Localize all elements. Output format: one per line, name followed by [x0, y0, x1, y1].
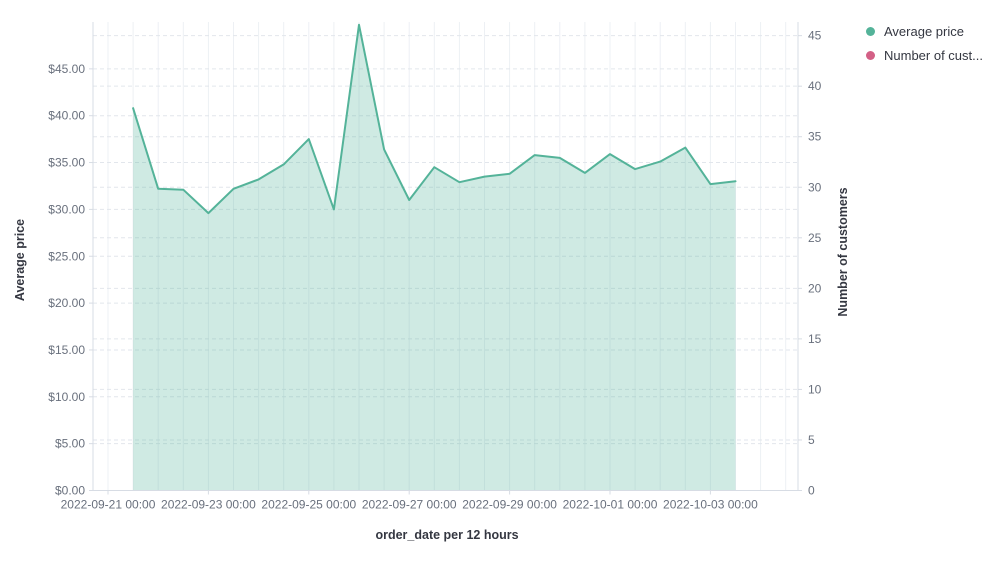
- x-axis-tick-label: 2022-09-25 00:00: [261, 498, 356, 512]
- left-axis-tick-label: $10.00: [48, 390, 85, 404]
- series-layer: [132, 23, 737, 491]
- x-axis-tick-label: 2022-09-27 00:00: [362, 498, 457, 512]
- left-axis-tick-label: $15.00: [48, 343, 85, 357]
- legend-item[interactable]: Average price: [866, 20, 1006, 42]
- left-axis-tick-label: $35.00: [48, 156, 85, 170]
- legend-item-label: Number of cust...: [884, 47, 983, 63]
- right-axis-tick-label: 0: [808, 484, 815, 498]
- right-axis-tick-label: 20: [808, 281, 822, 295]
- legend-swatch-icon: [866, 50, 875, 60]
- right-axis-title: Number of customers: [836, 187, 850, 316]
- right-axis-tick-label: 25: [808, 231, 822, 245]
- x-axis-tick-label: 2022-10-03 00:00: [663, 498, 758, 512]
- right-axis-tick-label: 30: [808, 180, 822, 194]
- area-line: [132, 23, 737, 215]
- legend: Average price Number of cust...: [866, 20, 1006, 66]
- x-axis-tick-label: 2022-09-29 00:00: [462, 498, 557, 512]
- right-axis-tick-label: 40: [808, 79, 822, 93]
- left-axis-tick-label: $40.00: [48, 109, 85, 123]
- right-axis-tick-label: 45: [808, 29, 822, 43]
- right-axis-tick-label: 10: [808, 382, 822, 396]
- legend-item-label: Average price: [884, 23, 964, 39]
- x-axis-title: order_date per 12 hours: [375, 528, 518, 542]
- left-axis-tick-label: $5.00: [55, 437, 85, 451]
- left-axis-tick-label: $25.00: [48, 249, 85, 263]
- area-fill: [133, 24, 736, 491]
- x-axis-tick-label: 2022-09-21 00:00: [61, 498, 156, 512]
- gridlines: [93, 22, 798, 491]
- legend-swatch-icon: [866, 26, 875, 36]
- x-axis-tick-label: 2022-09-23 00:00: [161, 498, 256, 512]
- x-axis-tick-label: 2022-10-01 00:00: [563, 498, 658, 512]
- left-axis-tick-label: $20.00: [48, 296, 85, 310]
- right-axis-tick-label: 5: [808, 433, 815, 447]
- left-axis-tick-label: $30.00: [48, 202, 85, 216]
- legend-item[interactable]: Number of cust...: [866, 44, 1006, 66]
- left-axis-tick-label: $0.00: [55, 484, 85, 498]
- left-axis-title: Average price: [13, 219, 27, 301]
- axes: $0.00 $5.00 $10.00 $15.00 $20.00 $25.00 $30.00…: [48, 22, 822, 512]
- right-axis-tick-label: 15: [808, 332, 822, 346]
- right-axis-tick-label: 35: [808, 130, 822, 144]
- left-axis-tick-label: $45.00: [48, 62, 85, 76]
